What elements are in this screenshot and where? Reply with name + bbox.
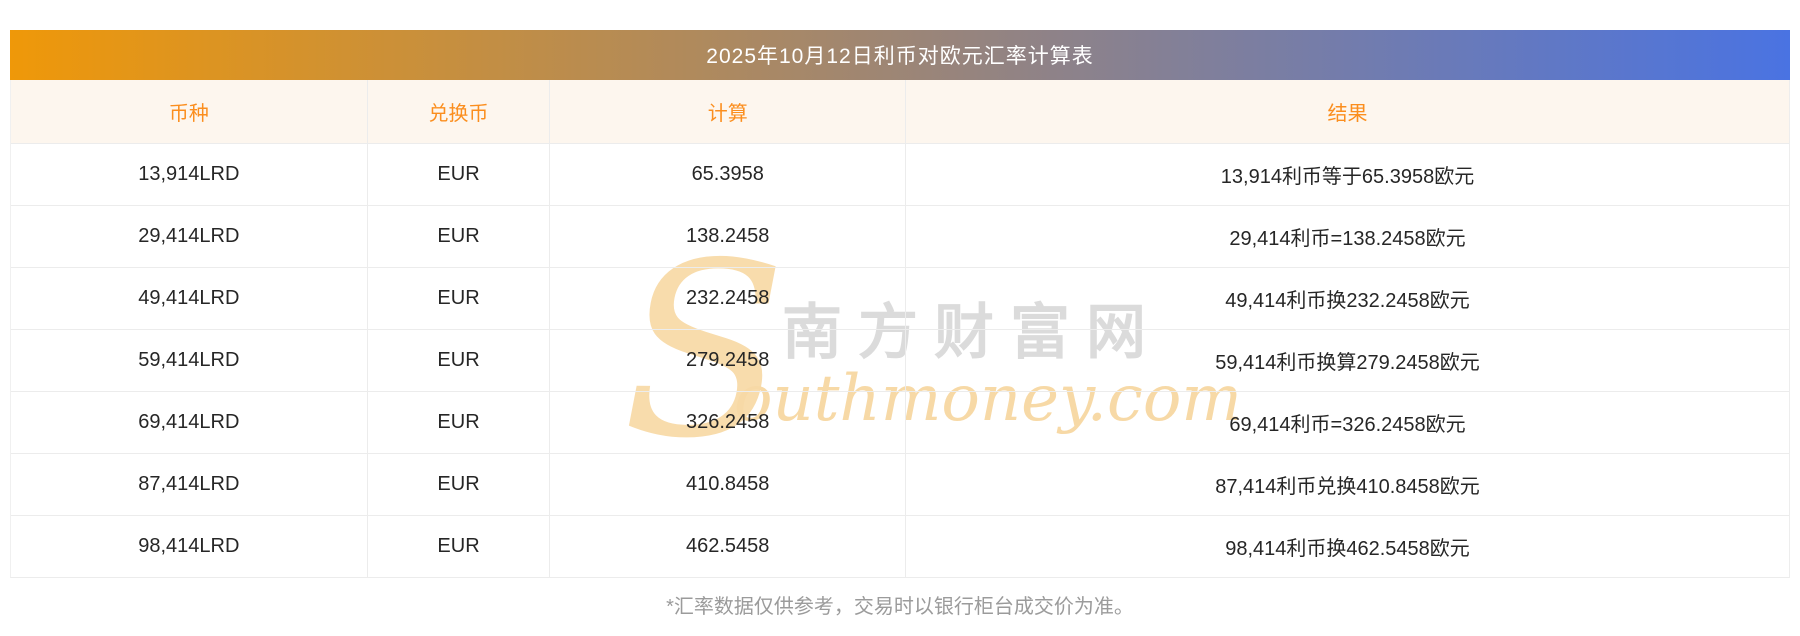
header-exchange-unit: 兑换币 [368,80,551,143]
cell-currency: 59,414LRD [11,330,368,391]
cell-calc: 65.3958 [550,144,907,205]
cell-currency: 87,414LRD [11,454,368,515]
cell-calc: 279.2458 [550,330,907,391]
table-body: 13,914LRD EUR 65.3958 13,914利币等于65.3958欧元 29… [11,143,1789,577]
cell-currency: 69,414LRD [11,392,368,453]
cell-currency: 13,914LRD [11,144,368,205]
cell-result: 13,914利币等于65.3958欧元 [1220,166,1475,188]
cell-result: 98,414利币换462.5458欧元 [1225,538,1470,560]
cell-result: 49,414利币换232.2458欧元 [1225,290,1470,312]
header-calculation: 计算 [550,80,907,143]
cell-calc: 232.2458 [550,268,907,329]
footer-note: *汇率数据仅供参考，交易时以银行柜台成交价为准。 [666,596,1134,618]
cell-exchange: EUR [368,330,551,391]
table-row: 13,914LRD EUR 65.3958 13,914利币等于65.3958欧元 [11,143,1789,205]
cell-calc: 410.8458 [550,454,907,515]
cell-exchange: EUR [368,206,551,267]
title-bar: 2025年10月12日利币对欧元汇率计算表 [10,30,1790,80]
cell-calc: 462.5458 [550,516,907,577]
cell-result: 29,414利币=138.2458欧元 [1229,228,1466,250]
cell-exchange: EUR [368,454,551,515]
header-result: 结果 [1327,103,1368,125]
table-row: 49,414LRD EUR 232.2458 49,414利币换232.2458欧元 [11,267,1789,329]
cell-exchange: EUR [368,516,551,577]
header-currency: 币种 [11,80,368,143]
cell-currency: 98,414LRD [11,516,368,577]
cell-currency: 29,414LRD [11,206,368,267]
cell-result: 69,414利币=326.2458欧元 [1229,414,1466,436]
cell-currency: 49,414LRD [11,268,368,329]
cell-exchange: EUR [368,144,551,205]
cell-result: 59,414利币换算279.2458欧元 [1215,352,1480,374]
cell-exchange: EUR [368,392,551,453]
cell-exchange: EUR [368,268,551,329]
cell-result: 87,414利币兑换410.8458欧元 [1215,476,1480,498]
table-row: 59,414LRD EUR 279.2458 59,414利币换算279.2458欧元 [11,329,1789,391]
page-title: 2025年10月12日利币对欧元汇率计算表 [706,45,1094,68]
cell-calc: 326.2458 [550,392,907,453]
table-row: 98,414LRD EUR 462.5458 98,414利币换462.5458欧元 [11,515,1789,577]
table-row: 69,414LRD EUR 326.2458 69,414利币=326.2458欧元 [11,391,1789,453]
table-header-row: 币种 兑换币 计算 结果 [11,80,1789,143]
table-row: 29,414LRD EUR 138.2458 29,414利币=138.2458欧元 [11,205,1789,267]
table-row: 87,414LRD EUR 410.8458 87,414利币兑换410.8458欧元 [11,453,1789,515]
exchange-rate-table: 币种 兑换币 计算 结果 13,914LRD EUR 65.3958 13,914利币… [10,80,1790,578]
cell-calc: 138.2458 [550,206,907,267]
